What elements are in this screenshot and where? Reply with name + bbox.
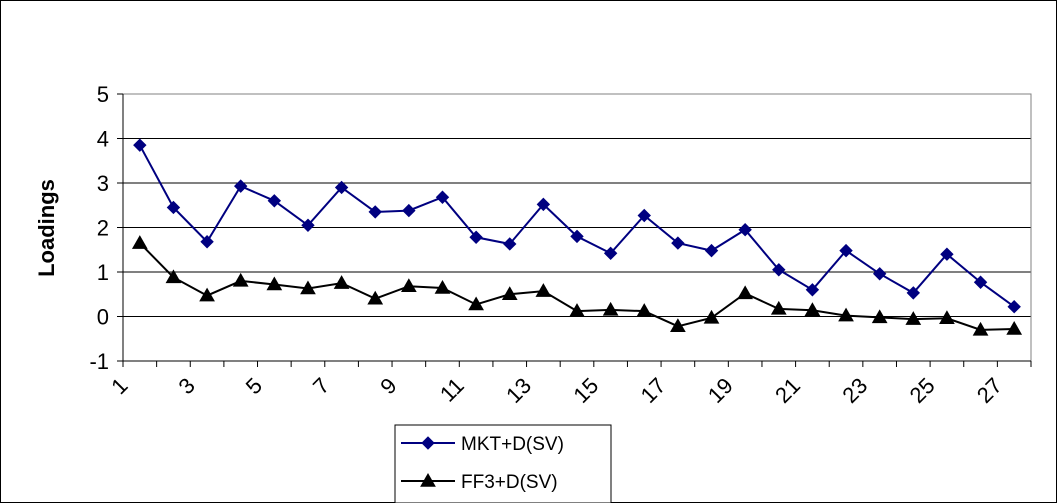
data-point [501, 286, 518, 300]
data-point [636, 303, 653, 317]
data-point [940, 247, 954, 261]
legend: MKT+D(SV) FF3+D(SV) [394, 424, 612, 503]
data-point [637, 208, 651, 223]
data-point [267, 194, 282, 208]
data-point [603, 246, 618, 261]
data-point [435, 190, 450, 204]
data-point [770, 300, 787, 315]
data-point [334, 180, 349, 195]
data-point [671, 236, 685, 250]
data-point [402, 203, 416, 218]
y-tick-label: 4 [97, 127, 109, 152]
data-point [400, 278, 417, 292]
legend-label: MKT+D(SV) [461, 434, 564, 455]
data-point [704, 243, 719, 258]
data-point [1007, 300, 1021, 314]
data-point [772, 263, 786, 277]
data-point [973, 275, 988, 289]
legend-marker [421, 436, 435, 450]
y-axis-label: Loadings [34, 179, 59, 277]
legend-marker [420, 472, 436, 487]
data-point [939, 310, 955, 325]
data-point [535, 283, 552, 297]
data-point [570, 229, 584, 244]
data-point [166, 200, 181, 215]
data-point [804, 302, 821, 317]
data-point [738, 223, 752, 237]
series-1 [133, 138, 1021, 314]
data-point [266, 276, 283, 291]
legend-label: FF3+D(SV) [461, 472, 558, 493]
data-point [301, 218, 315, 232]
data-point [905, 311, 922, 325]
y-tick-label: -1 [89, 349, 109, 374]
y-tick-label: 0 [97, 305, 109, 330]
data-point [503, 237, 517, 251]
data-point [972, 321, 989, 336]
data-point [233, 179, 248, 193]
series-layer [131, 138, 1023, 336]
data-point [805, 283, 820, 297]
data-point [838, 307, 854, 322]
data-point [300, 280, 316, 295]
series-2 [131, 235, 1023, 336]
y-tick-label: 1 [97, 260, 109, 285]
data-point [165, 269, 182, 284]
data-point [333, 275, 350, 289]
data-point [703, 309, 720, 324]
data-point [569, 303, 585, 317]
y-axis: -1 0 1 2 3 4 5 [89, 82, 124, 374]
data-point [367, 290, 384, 305]
data-point [468, 296, 484, 311]
y-tick-label: 2 [97, 216, 109, 241]
data-point [871, 309, 888, 324]
data-point [536, 197, 551, 212]
data-point [368, 205, 382, 219]
data-point [232, 272, 249, 287]
data-point [737, 285, 754, 300]
data-point [1006, 320, 1023, 335]
data-point [839, 243, 853, 258]
data-point [133, 138, 147, 152]
data-point [199, 287, 215, 302]
data-point [906, 286, 921, 300]
data-point [200, 235, 214, 249]
y-tick-label: 3 [97, 171, 109, 196]
data-point [670, 318, 686, 333]
data-point [131, 235, 148, 249]
data-point [602, 301, 619, 316]
data-point [434, 280, 451, 294]
data-point [469, 230, 483, 244]
y-tick-label: 5 [97, 82, 109, 107]
legend-box [394, 424, 612, 503]
data-point [872, 267, 887, 281]
